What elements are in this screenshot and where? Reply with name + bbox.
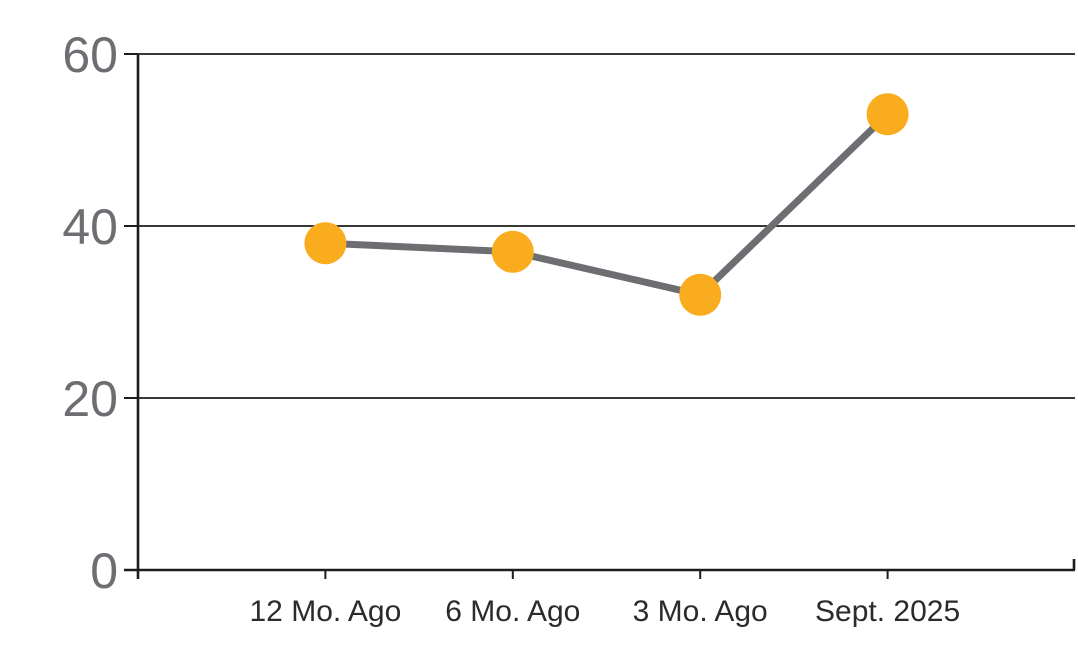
x-tick-label: 3 Mo. Ago xyxy=(633,595,768,628)
data-point-marker xyxy=(304,222,347,265)
y-tick-label: 40 xyxy=(62,199,118,255)
x-tick-label: Sept. 2025 xyxy=(815,595,960,628)
y-tick-label: 20 xyxy=(62,371,118,427)
x-tick-label: 12 Mo. Ago xyxy=(250,595,402,628)
data-point-marker xyxy=(491,230,534,273)
data-point-marker xyxy=(679,273,722,316)
x-tick-label: 6 Mo. Ago xyxy=(445,595,580,628)
data-line xyxy=(321,110,892,299)
y-tick-label: 0 xyxy=(90,543,118,599)
y-tick-label: 60 xyxy=(62,27,118,83)
data-point-marker xyxy=(866,93,909,136)
